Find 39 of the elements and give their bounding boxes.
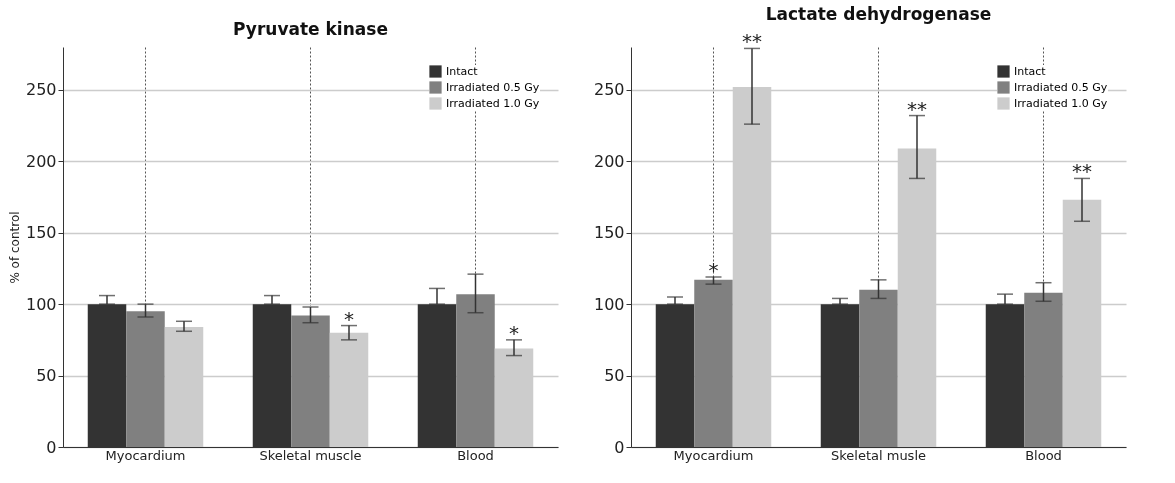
bar [1024, 292, 1063, 447]
data-label: ** [907, 96, 927, 121]
bar [694, 279, 733, 447]
legend-label: Irradiated 0.5 Gy [446, 80, 540, 94]
y-tick-label: 50 [604, 366, 625, 386]
data-label: * [509, 320, 519, 345]
bar [126, 311, 165, 447]
y-tick-label: 0 [46, 437, 57, 457]
legend-label: Intact [446, 64, 479, 78]
data-label: * [344, 306, 354, 331]
legend-label: Irradiated 1.0 Gy [446, 96, 540, 110]
legend-label: Intact [1014, 64, 1047, 78]
y-tick-label: 150 [593, 223, 625, 243]
data-label: * [708, 258, 719, 282]
x-tick-label: Skeletal muscle [259, 447, 362, 463]
y-tick-label: 200 [593, 151, 625, 171]
legend-label: Irradiated 1.0 Gy [1014, 96, 1108, 110]
bar [291, 315, 330, 447]
x-tick-label: Myocardium [105, 447, 186, 463]
x-tick-label: Blood [457, 447, 494, 463]
legend-label: Irradiated 0.5 Gy [1014, 80, 1108, 94]
x-tick-label: Skeletal musle [830, 447, 927, 463]
bar [456, 294, 495, 447]
x-tick-label: Myocardium [673, 447, 754, 463]
data-label: ** [742, 29, 762, 54]
chart-title: Pyruvate kinase [233, 19, 388, 39]
y-tick-label: 100 [25, 294, 57, 314]
y-tick-label: 50 [36, 366, 57, 386]
bar [859, 289, 898, 447]
data-label: ** [1072, 159, 1092, 184]
y-tick-label: 200 [25, 151, 57, 171]
y-tick-label: 0 [614, 437, 625, 457]
y-tick-label: 150 [25, 223, 57, 243]
y-tick-label: 100 [593, 294, 625, 314]
y-tick-label: 250 [593, 80, 625, 100]
y-axis-title: % of control [7, 211, 22, 284]
y-tick-label: 250 [25, 80, 57, 100]
chart-title: Lactate dehydrogenase [765, 4, 992, 25]
x-tick-label: Blood [1025, 447, 1062, 463]
